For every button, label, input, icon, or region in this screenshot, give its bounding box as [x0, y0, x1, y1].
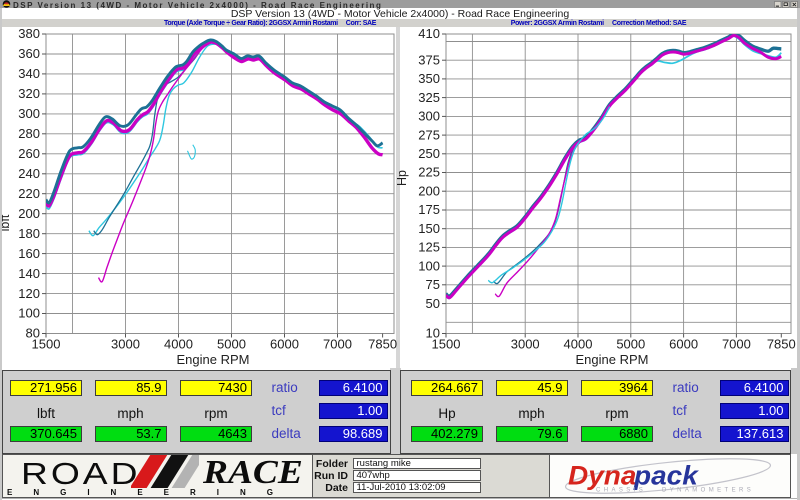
svg-text:100: 100 [18, 306, 40, 321]
svg-text:80: 80 [26, 326, 40, 341]
svg-text:200: 200 [418, 183, 440, 198]
svg-text:120: 120 [18, 286, 40, 301]
svg-text:7850: 7850 [368, 337, 397, 352]
svg-text:Engine RPM: Engine RPM [177, 352, 250, 367]
svg-text:175: 175 [418, 202, 440, 217]
svg-text:DYNAMOMETERS: DYNAMOMETERS [662, 488, 754, 494]
svg-text:340: 340 [18, 66, 40, 81]
svg-text:200: 200 [18, 206, 40, 221]
svg-text:4000: 4000 [164, 337, 193, 352]
svg-text:350: 350 [418, 71, 440, 86]
svg-text:140: 140 [18, 266, 40, 281]
svg-text:300: 300 [418, 109, 440, 124]
svg-text:220: 220 [18, 186, 40, 201]
svg-text:260: 260 [18, 146, 40, 161]
svg-text:6000: 6000 [270, 337, 299, 352]
svg-text:7850: 7850 [767, 337, 796, 352]
svg-text:275: 275 [418, 127, 440, 142]
svg-text:7000: 7000 [323, 337, 352, 352]
svg-text:4000: 4000 [564, 337, 593, 352]
svg-text:7000: 7000 [722, 337, 751, 352]
svg-text:160: 160 [18, 246, 40, 261]
svg-text:180: 180 [18, 226, 40, 241]
svg-text:10: 10 [426, 326, 440, 341]
svg-text:150: 150 [418, 221, 440, 236]
svg-text:Engine RPM: Engine RPM [576, 352, 649, 367]
svg-text:410: 410 [418, 26, 440, 41]
svg-text:325: 325 [418, 90, 440, 105]
svg-text:280: 280 [18, 126, 40, 141]
svg-text:CHASSIS: CHASSIS [596, 488, 646, 494]
svg-text:pack: pack [633, 460, 700, 490]
svg-text:225: 225 [418, 165, 440, 180]
svg-text:3000: 3000 [511, 337, 540, 352]
svg-text:125: 125 [418, 240, 440, 255]
svg-text:75: 75 [426, 277, 440, 292]
svg-text:3000: 3000 [111, 337, 140, 352]
svg-text:320: 320 [18, 86, 40, 101]
svg-text:1500: 1500 [32, 337, 61, 352]
svg-text:5000: 5000 [217, 337, 246, 352]
svg-text:lbft: lbft [0, 214, 12, 231]
svg-text:360: 360 [18, 46, 40, 61]
svg-text:380: 380 [18, 26, 40, 41]
svg-text:300: 300 [18, 106, 40, 121]
svg-text:Hp: Hp [395, 170, 409, 186]
svg-text:5000: 5000 [616, 337, 645, 352]
svg-text:Dyna: Dyna [568, 460, 636, 490]
svg-text:375: 375 [418, 52, 440, 67]
svg-text:50: 50 [426, 296, 440, 311]
svg-text:6000: 6000 [669, 337, 698, 352]
svg-text:240: 240 [18, 166, 40, 181]
svg-text:100: 100 [418, 258, 440, 273]
svg-text:250: 250 [418, 146, 440, 161]
svg-text:1500: 1500 [432, 337, 461, 352]
